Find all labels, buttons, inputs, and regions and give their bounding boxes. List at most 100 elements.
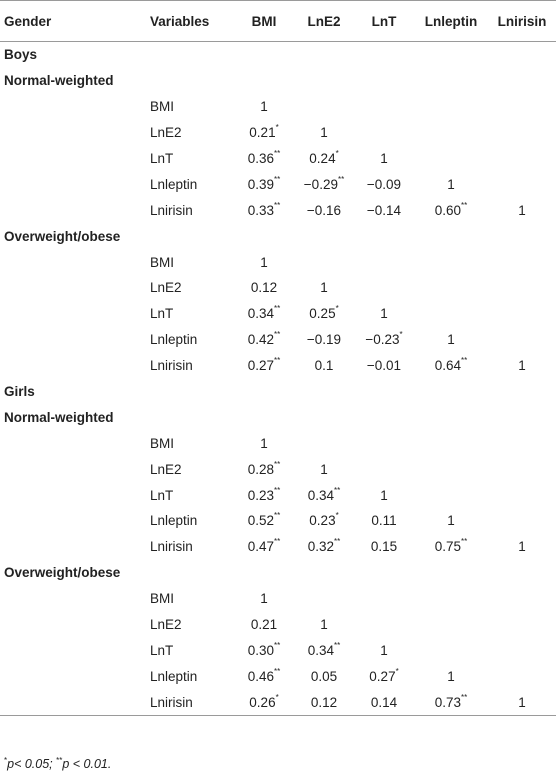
correlation-cell	[414, 612, 488, 638]
correlation-cell	[414, 430, 488, 456]
significance-mark: **	[274, 459, 281, 469]
correlation-value: 0.26	[249, 694, 276, 710]
table-row: Lnirisin 0.26* 0.12 0.14 0.73** 1	[0, 689, 556, 717]
table-row: LnT 0.34** 0.25* 1	[0, 301, 556, 327]
header-gender: Gender	[0, 0, 146, 42]
correlation-cell: −0.23*	[354, 327, 414, 353]
header-lnleptin: Lnleptin	[414, 0, 488, 42]
correlation-cell: 1	[488, 534, 556, 560]
correlation-cell	[414, 94, 488, 120]
correlation-cell: 1	[488, 353, 556, 379]
variable-name-cell: LnE2	[150, 617, 182, 633]
significance-mark: **	[461, 200, 468, 210]
correlation-cell: 0.1	[294, 353, 354, 379]
correlation-value: 1	[380, 151, 388, 166]
correlation-cell: 0.75**	[414, 534, 488, 560]
correlation-value: 1	[447, 668, 455, 684]
correlation-value: 0.42	[247, 332, 275, 348]
correlation-cell: 1	[414, 171, 488, 197]
footnote-mark-single: *	[4, 756, 8, 765]
group-row: Boys	[0, 42, 556, 68]
correlation-value: 0.52	[247, 513, 275, 529]
significance-mark: **	[274, 304, 281, 314]
correlation-value: 0.21	[250, 617, 278, 633]
correlation-value: 0.11	[371, 513, 397, 529]
correlation-value: 1	[447, 176, 455, 192]
correlation-cell	[414, 482, 488, 508]
variable-name-cell: BMI	[150, 99, 175, 115]
correlation-cell: 1	[234, 94, 294, 120]
correlation-cell	[488, 430, 556, 456]
correlation-cell	[488, 663, 556, 689]
correlation-cell: 0.39**	[234, 171, 294, 197]
significance-mark: **	[274, 640, 281, 650]
correlation-value: 0.27	[247, 358, 275, 374]
correlation-cell: 1	[294, 120, 354, 146]
correlation-cell	[294, 94, 354, 120]
variable-name-cell: LnE2	[150, 461, 182, 477]
gender-cell-empty	[0, 94, 146, 120]
correlation-cell	[294, 586, 354, 612]
table-row: Lnirisin 0.27** 0.1 −0.01 0.64** 1	[0, 353, 556, 379]
correlation-value: 0.12	[310, 694, 338, 710]
table-row: Lnirisin 0.47** 0.32** 0.15 0.75** 1	[0, 534, 556, 560]
correlation-value: 1	[380, 487, 388, 503]
correlation-cell: 0.15	[354, 534, 414, 560]
significance-mark: *	[275, 123, 279, 133]
gender-cell-empty	[0, 353, 146, 379]
gender-cell-empty	[0, 663, 146, 689]
correlation-cell: 0.26*	[234, 689, 294, 717]
variable-name-cell: LnT	[150, 487, 174, 503]
header-lnt: LnT	[354, 0, 414, 42]
correlation-cell: 0.47**	[234, 534, 294, 560]
table-row: LnE2 0.28** 1	[0, 456, 556, 482]
gender-cell-empty	[0, 120, 146, 146]
correlation-cell: 1	[234, 430, 294, 456]
correlation-cell: 0.21*	[234, 120, 294, 146]
weight-subgroup-label: Normal-weighted	[4, 409, 114, 425]
gender-cell-empty	[0, 612, 146, 638]
gender-cell-empty	[0, 586, 146, 612]
correlation-value: 1	[447, 332, 455, 348]
table-row: BMI 1	[0, 586, 556, 612]
footnote-text-p01: p < 0.01.	[62, 757, 112, 771]
table-row: LnT 0.23** 0.34** 1	[0, 482, 556, 508]
significance-mark: **	[461, 537, 468, 547]
significance-mark: **	[274, 666, 281, 676]
correlation-cell	[488, 612, 556, 638]
correlation-cell	[414, 120, 488, 146]
significance-mark: **	[274, 537, 281, 547]
significance-mark: **	[337, 174, 345, 184]
correlation-cell: 0.11	[354, 508, 414, 534]
variable-name-cell: Lnleptin	[150, 513, 198, 529]
correlation-value: −0.14	[366, 202, 402, 218]
table-row: Lnleptin 0.42** −0.19 −0.23* 1	[0, 327, 556, 353]
table-row: BMI 1	[0, 94, 556, 120]
correlation-cell: 0.23*	[294, 508, 354, 534]
correlation-cell: 0.32**	[294, 534, 354, 560]
correlation-value: 0.73	[434, 694, 462, 710]
correlation-value: 1	[320, 280, 328, 296]
variable-name-cell: Lnleptin	[150, 668, 198, 684]
correlation-value: 0.33	[247, 202, 275, 218]
table-row: BMI 1	[0, 249, 556, 275]
correlation-value: 1	[518, 694, 526, 710]
weight-subgroup-label: Normal-weighted	[4, 73, 114, 89]
correlation-cell: 0.21	[234, 612, 294, 638]
gender-cell-empty	[0, 146, 146, 172]
correlation-value: −0.19	[306, 332, 342, 348]
correlation-cell: 0.12	[294, 689, 354, 717]
correlation-value: 0.34	[307, 487, 335, 503]
header-variables: Variables	[146, 0, 234, 42]
significance-mark: **	[274, 330, 281, 340]
gender-cell-empty	[0, 430, 146, 456]
correlation-value: 0.28	[247, 461, 275, 477]
correlation-cell	[294, 249, 354, 275]
correlation-cell	[488, 275, 556, 301]
table-header: Gender Variables BMI LnE2 LnT Lnleptin L…	[0, 0, 556, 42]
table-row: LnT 0.36** 0.24* 1	[0, 146, 556, 172]
correlation-cell: 0.42**	[234, 327, 294, 353]
correlation-cell: −0.19	[294, 327, 354, 353]
correlation-cell: 1	[414, 663, 488, 689]
correlation-value: 1	[260, 435, 268, 451]
